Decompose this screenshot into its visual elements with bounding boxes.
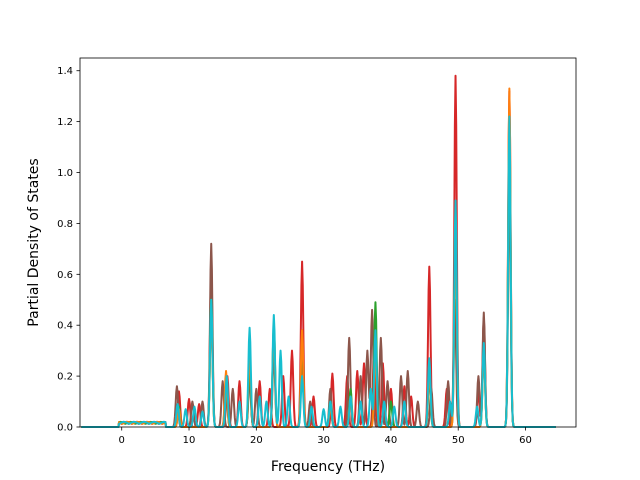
y-tick-label: 1.4	[57, 66, 73, 77]
y-tick-label: 0.2	[57, 372, 73, 383]
x-tick-label: 30	[317, 435, 330, 446]
pdos-series-line-5	[81, 115, 557, 428]
y-tick-label: 0.0	[57, 423, 73, 434]
y-tick-label: 0.8	[57, 219, 73, 230]
y-axis-label: Partial Density of States	[26, 158, 42, 326]
y-tick-label: 1.0	[57, 168, 73, 179]
x-tick-label: 0	[119, 435, 125, 446]
plot-frame	[79, 57, 577, 428]
x-tick-label: 50	[452, 435, 465, 446]
x-tick-label: 20	[250, 435, 263, 446]
x-axis-ticks: 0 10 20 30 40 50 60	[119, 427, 532, 446]
series-layer	[81, 74, 557, 428]
y-tick-label: 0.4	[57, 321, 73, 332]
x-tick-label: 60	[519, 435, 532, 446]
y-axis-ticks: 0.0 0.2 0.4 0.6 0.8 1.0 1.2 1.4	[57, 66, 80, 434]
y-tick-label: 1.2	[57, 117, 73, 128]
x-tick-label: 10	[183, 435, 196, 446]
x-tick-label: 40	[385, 435, 398, 446]
y-tick-label: 0.6	[57, 270, 73, 281]
x-axis-label: Frequency (THz)	[271, 459, 385, 475]
